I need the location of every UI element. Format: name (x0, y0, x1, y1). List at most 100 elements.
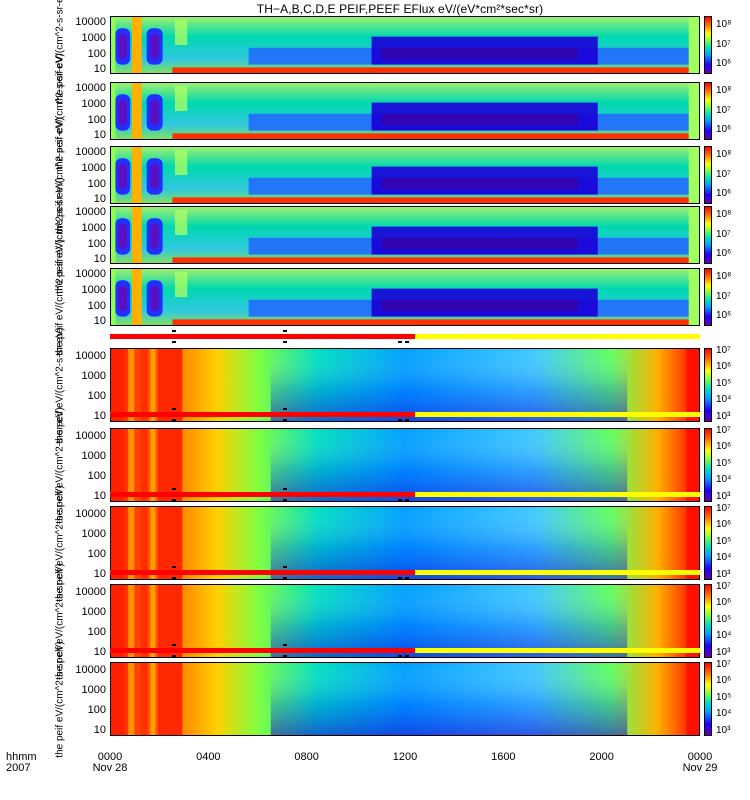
y-tick-label: 10000 (75, 82, 106, 95)
electron-spectrogram (110, 506, 700, 580)
mode-bar-slow-segment (414, 412, 700, 417)
y-tick-label: 100 (87, 47, 106, 60)
y-tick-label: 100 (87, 237, 106, 250)
electron-hot-band-3 (157, 663, 183, 735)
colorbar-tick-label: 10³ (716, 725, 731, 737)
electron-stripe-2 (150, 585, 156, 657)
colorbar (704, 506, 712, 580)
electron-hot-band-2 (140, 429, 148, 501)
ion-cold-core-1 (118, 163, 127, 189)
y-tick-label: 100 (87, 547, 106, 560)
colorbar-tick-label: 10⁷ (716, 502, 731, 514)
ion-cold-core-1 (118, 223, 127, 249)
electron-hot-band-3 (157, 429, 183, 501)
electron-low-flux-shade (270, 507, 628, 579)
mode-bar-slow-segment (414, 648, 700, 653)
y-axis-ticks: 10000 1000 100 10 (52, 428, 106, 502)
ion-edge-band (111, 207, 116, 263)
x-tick-label: 0400 (184, 752, 232, 763)
ion-green-region (174, 209, 188, 235)
x-tick-label: 1600 (479, 752, 527, 763)
ion-cold-core-2 (150, 33, 159, 59)
mode-bar-marker (282, 499, 287, 501)
colorbar (704, 82, 712, 140)
colorbar-tick-label: 10⁷ (716, 344, 731, 356)
colorbar-tick-label: 10⁵ (716, 613, 732, 625)
y-tick-label: 100 (87, 469, 106, 482)
electron-hot-band-1 (111, 585, 125, 657)
y-tick-label: 10 (93, 193, 106, 206)
y-axis-ticks: 10000 1000 100 10 (52, 268, 106, 327)
mode-bar-marker (282, 419, 287, 421)
mode-bar-marker (405, 419, 410, 421)
ion-right-edge (688, 269, 699, 325)
colorbar (704, 268, 712, 326)
electron-stripe-2 (150, 349, 156, 421)
colorbar-tick-label: 10³ (716, 491, 731, 503)
mode-bar-fast-segment (110, 334, 415, 339)
ion-cold-core-2 (150, 285, 159, 311)
ion-spectrogram (110, 16, 700, 74)
ion-green-region (174, 19, 188, 45)
colorbar-tick-label: 10⁴ (716, 552, 732, 564)
colorbar-tick-label: 10⁷ (716, 104, 731, 116)
y-tick-label: 10 (93, 63, 106, 76)
x-tick-time: 1600 (491, 751, 516, 763)
ion-dense-core (381, 177, 579, 189)
ion-hot-band-1 (131, 207, 142, 263)
mode-bar-marker (171, 566, 176, 568)
x-tick-date: Nov 29 (682, 762, 718, 774)
ion-dense-core (381, 47, 579, 59)
x-tick-label: 2000 (578, 752, 626, 763)
spectrogram-panel-5: the peif eV/(cm^2-s-sr-eV) 10000 1000 100 10… (0, 239, 750, 355)
ion-dense-core (381, 113, 579, 125)
mode-bar-marker (405, 655, 410, 657)
mode-bar-2 (110, 408, 700, 422)
mode-bar-marker (171, 488, 176, 490)
electron-low-flux-shade (270, 663, 628, 735)
ion-cold-core-2 (150, 223, 159, 249)
electron-low-flux-shade (270, 349, 628, 421)
ion-cold-core-2 (150, 163, 159, 189)
y-tick-label: 10000 (75, 349, 106, 362)
ion-low-energy-band (172, 319, 699, 325)
electron-right-edge (686, 429, 699, 501)
ion-spectrogram (110, 82, 700, 140)
mode-bar-marker (171, 408, 176, 410)
colorbar-tick-label: 10⁶ (716, 441, 732, 453)
y-tick-label: 1000 (81, 221, 106, 234)
y-tick-label: 1000 (81, 527, 106, 540)
y-axis-ticks: 10000 1000 100 10 (52, 662, 106, 736)
electron-stripe-2 (150, 663, 156, 735)
x-tick-time: 0400 (196, 751, 221, 763)
colorbar-tick-label: 10⁶ (716, 57, 732, 69)
y-tick-label: 100 (87, 177, 106, 190)
mode-bar-marker (398, 341, 403, 343)
electron-right-edge (686, 585, 699, 657)
mode-bar-slow-segment (414, 570, 700, 575)
electron-stripe-1 (128, 429, 135, 501)
y-tick-label: 100 (87, 625, 106, 638)
ion-cold-core-1 (118, 285, 127, 311)
ion-low-energy-band (172, 67, 699, 73)
colorbar-tick-label: 10⁸ (716, 209, 732, 221)
colorbar-tick-label: 10⁷ (716, 228, 731, 240)
y-axis-ticks: 10000 1000 100 10 (52, 584, 106, 658)
mode-bar-fast-segment (110, 492, 415, 497)
y-tick-label: 10000 (75, 146, 106, 159)
electron-stripe-1 (128, 663, 135, 735)
y-tick-label: 1000 (81, 97, 106, 110)
x-tick-time: 0000 (687, 751, 713, 763)
spectrogram-panel-9: the peif eV/(cm^2-s-sr-eV) 10000 1000 100 10… (0, 563, 750, 679)
mode-bar-4 (110, 566, 700, 580)
y-tick-label: 10 (93, 409, 106, 422)
y-axis-ticks: 10000 1000 100 10 (52, 206, 106, 265)
spectrogram-panel-8: the peif eV/(cm^2-s-sr-eV) 10000 1000 100 10… (0, 485, 750, 601)
ion-hot-band-1 (131, 269, 142, 325)
x-tick-date: Nov 28 (92, 762, 128, 774)
mode-bar-marker (171, 499, 176, 501)
colorbar (704, 206, 712, 264)
mode-bar-marker (405, 341, 410, 343)
colorbar-tick-label: 10³ (716, 411, 731, 423)
x-axis-label-line1: hhmm (6, 751, 37, 763)
